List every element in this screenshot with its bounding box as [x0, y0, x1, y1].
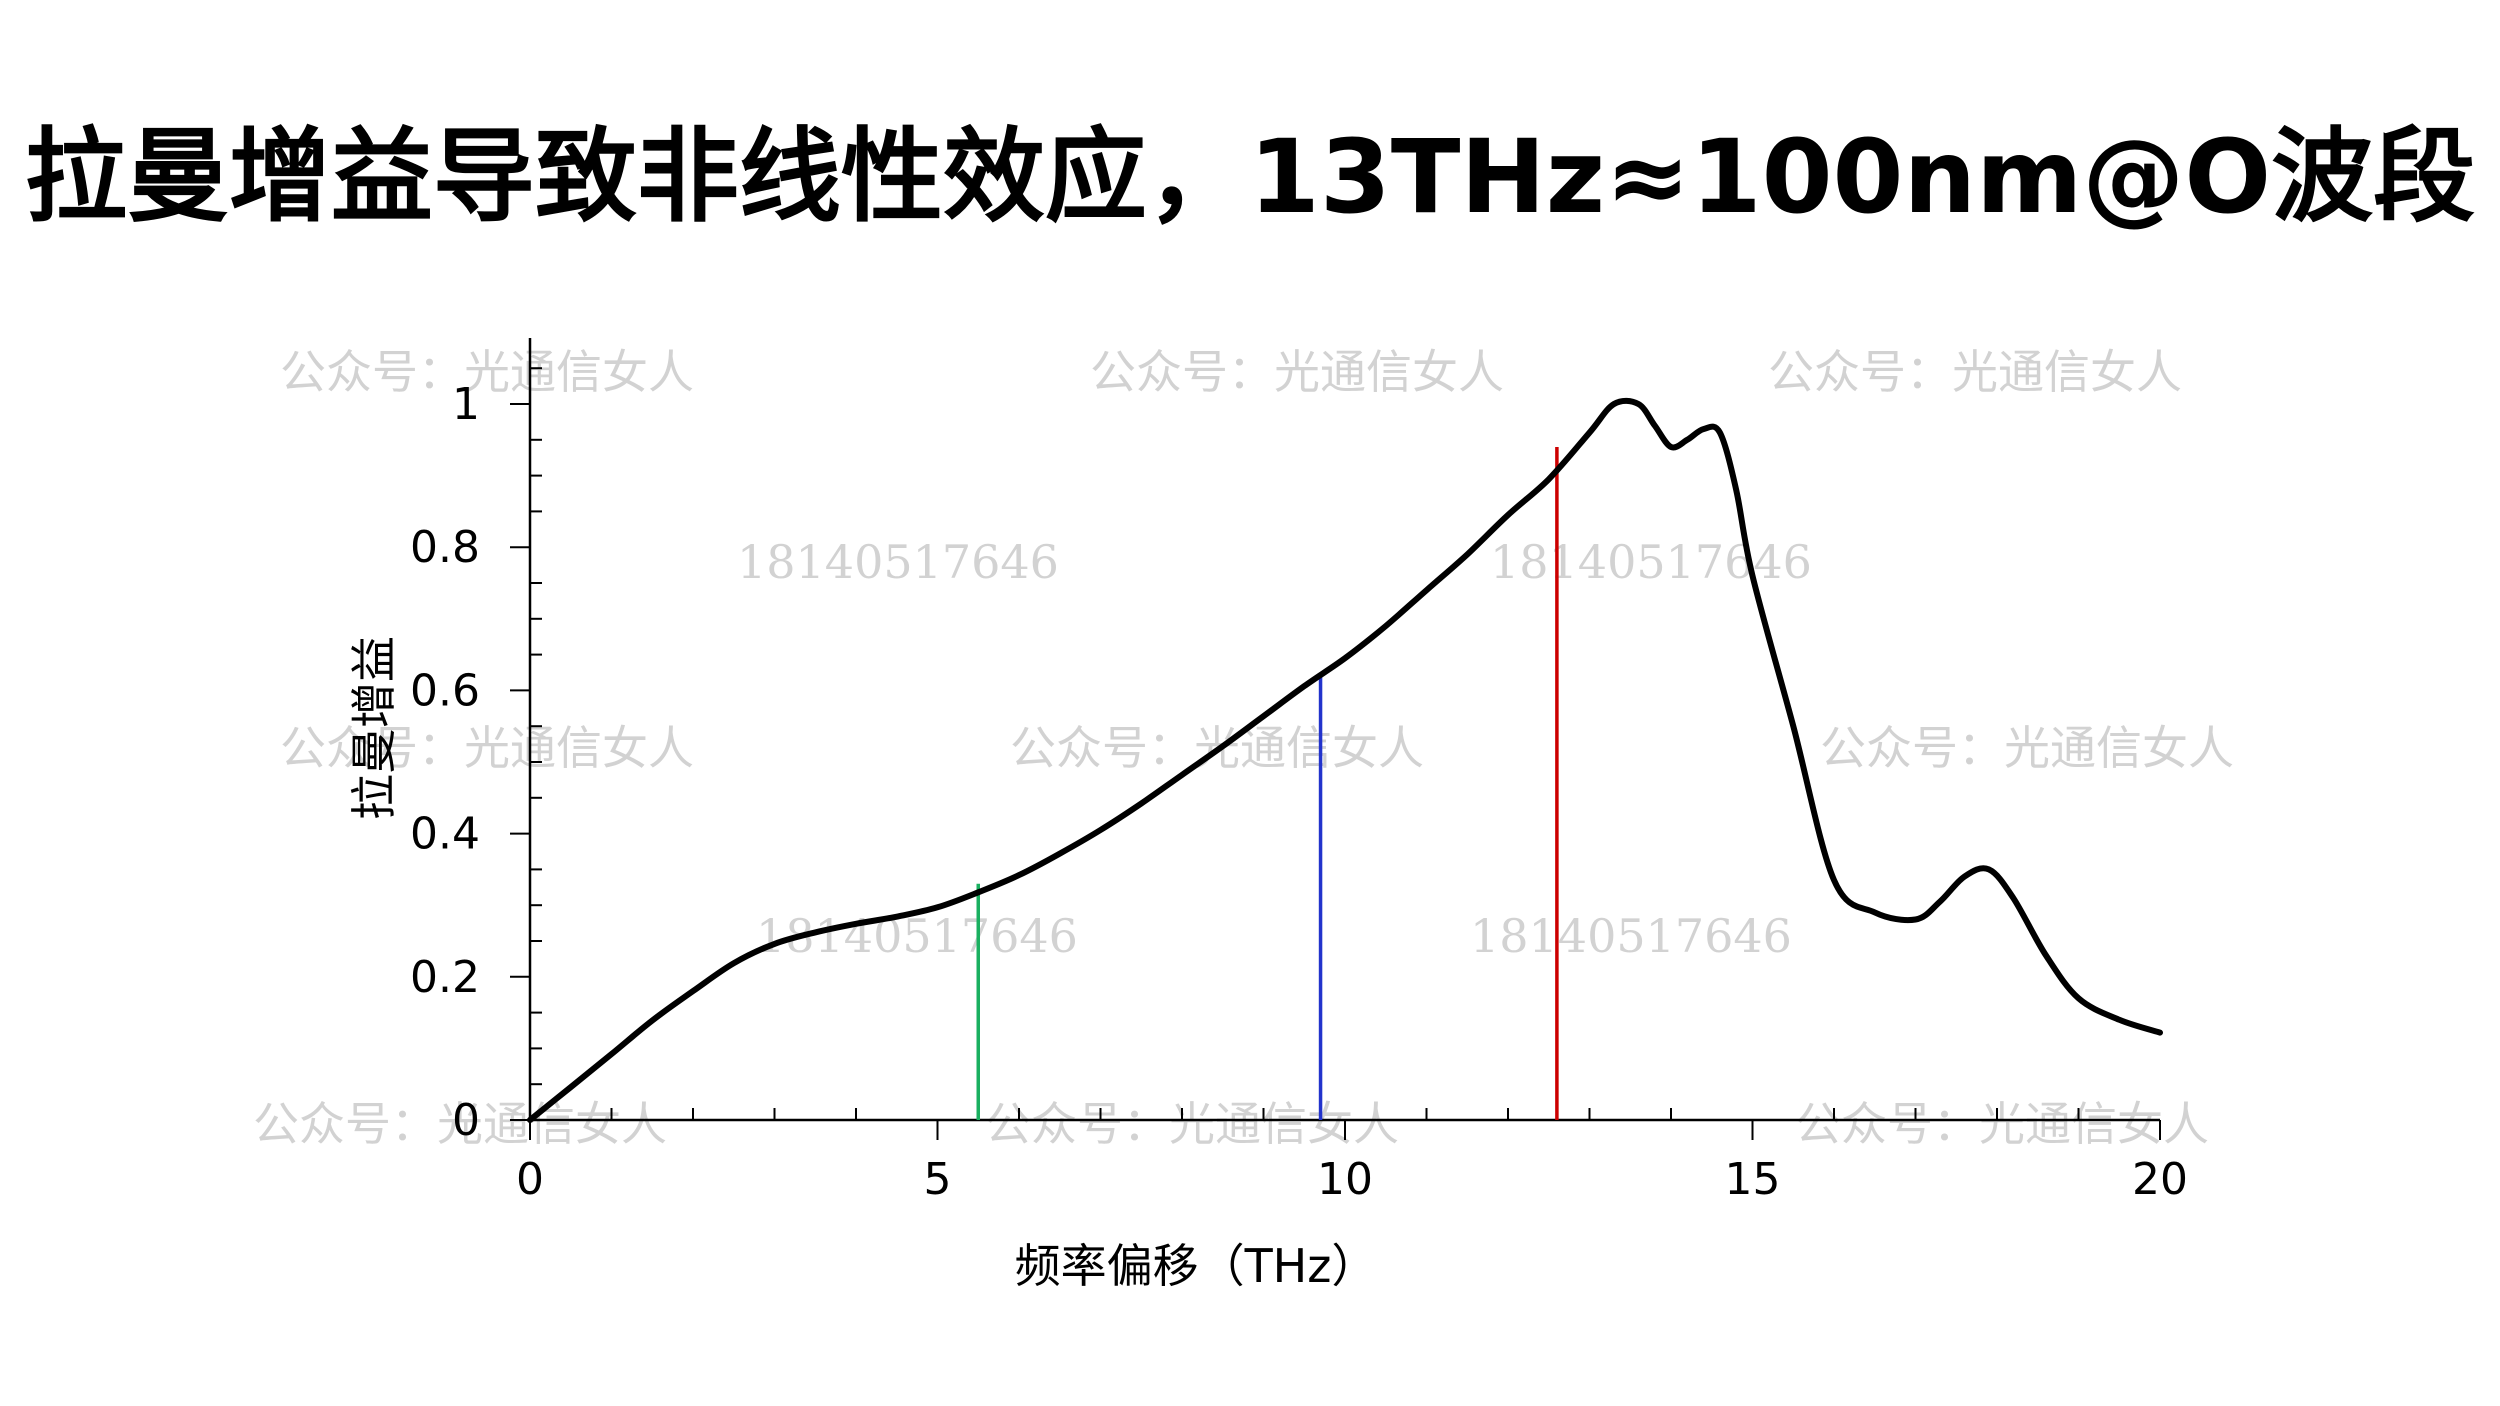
tick-labels: 0 5 10 15 20 0 0.2 0.4 0.6 0.8 1: [410, 379, 2188, 1205]
y-tick-label: 0.4: [410, 809, 480, 860]
x-tick-label: 0: [516, 1154, 544, 1205]
series-layer: [527, 397, 2163, 1123]
slide-title: 拉曼增益导致非线性效应，13THz≈100nm@O波段: [24, 118, 2476, 237]
y-tick-label: 0: [452, 1095, 480, 1146]
raman-gain-curve: [527, 397, 2163, 1123]
watermark-layer: 公众号：光通信女人 公众号：光通信女人 公众号：光通信女人 1814051764…: [253, 345, 2234, 1151]
watermark-account: 公众号：光通信女人: [1768, 345, 2182, 399]
watermark-account: 公众号：光通信女人: [1820, 721, 2234, 775]
watermark-phone: 18140517646: [1470, 909, 1792, 963]
watermark-phone: 18140517646: [1490, 535, 1812, 589]
watermark-account: 公众号：光通信女人: [253, 1097, 667, 1151]
axis-ticks: [510, 367, 2161, 1140]
x-tick-label: 15: [1725, 1154, 1781, 1205]
y-tick-label: 0.2: [410, 952, 480, 1003]
watermark-account: 公众号：光通信女人: [1795, 1097, 2209, 1151]
x-axis-title: 频率偏移（THz）: [1015, 1239, 1378, 1293]
x-tick-label: 20: [2132, 1154, 2188, 1205]
y-tick-label: 0.6: [410, 665, 480, 716]
watermark-account: 公众号：光通信女人: [1090, 345, 1504, 399]
frequency-markers: [976, 446, 1559, 1120]
watermark-phone: 18140517646: [737, 535, 1059, 589]
y-axis-title: 拉曼增益: [347, 636, 401, 820]
y-tick-label: 1: [452, 379, 480, 430]
watermark-account: 公众号：光通信女人: [985, 1097, 1399, 1151]
x-tick-label: 5: [924, 1154, 952, 1205]
watermark-account: 公众号：光通信女人: [280, 721, 694, 775]
watermark-account: 公众号：光通信女人: [280, 345, 694, 399]
x-tick-label: 10: [1317, 1154, 1373, 1205]
y-tick-label: 0.8: [410, 522, 480, 573]
